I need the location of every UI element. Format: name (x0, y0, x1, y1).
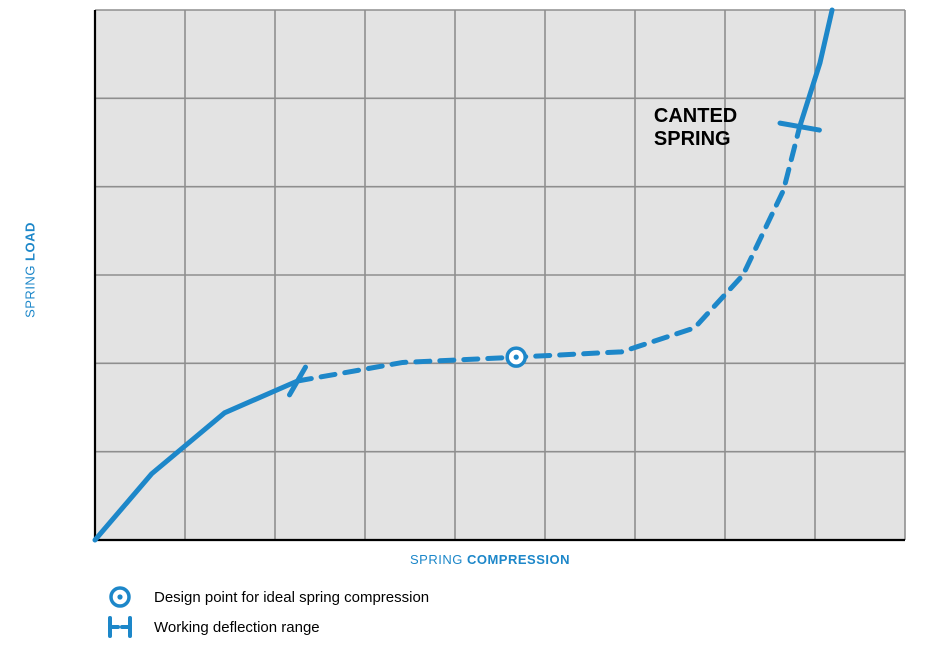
bullseye-icon (100, 584, 140, 610)
annotation-label: CANTED SPRING (654, 105, 737, 151)
y-axis-label-bold: LOAD (23, 222, 38, 261)
legend-label-design-point: Design point for ideal spring compressio… (154, 589, 429, 606)
range-ticks-icon (100, 614, 140, 640)
legend: Design point for ideal spring compressio… (100, 582, 429, 642)
legend-row-working-range: Working deflection range (100, 612, 429, 642)
legend-label-working-range: Working deflection range (154, 619, 320, 636)
legend-row-design-point: Design point for ideal spring compressio… (100, 582, 429, 612)
chart-container: SPRING LOAD SPRING COMPRESSION CANTED SP… (0, 0, 933, 655)
chart-svg (0, 0, 933, 560)
x-axis-label-thin: SPRING (410, 552, 467, 567)
annotation-line1: CANTED (654, 105, 737, 127)
annotation-line2: SPRING (654, 128, 731, 150)
x-axis-label-bold: COMPRESSION (467, 552, 570, 567)
y-axis-label: SPRING LOAD (23, 222, 38, 318)
x-axis-label: SPRING COMPRESSION (410, 552, 570, 567)
y-axis-label-thin: SPRING (23, 261, 38, 318)
